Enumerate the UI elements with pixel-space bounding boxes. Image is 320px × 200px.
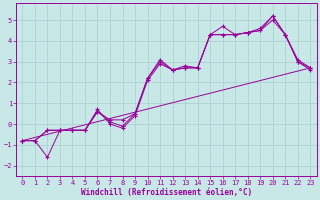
X-axis label: Windchill (Refroidissement éolien,°C): Windchill (Refroidissement éolien,°C): [81, 188, 252, 197]
